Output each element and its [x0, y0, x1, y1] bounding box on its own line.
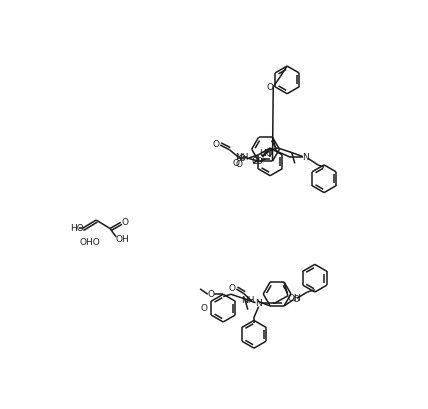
Text: OH: OH: [116, 235, 129, 244]
Text: HO: HO: [259, 149, 273, 158]
Text: OHO: OHO: [79, 238, 100, 247]
Text: O: O: [208, 290, 214, 299]
Text: HO: HO: [70, 224, 84, 233]
Text: O: O: [255, 157, 262, 166]
Text: O: O: [252, 157, 259, 166]
Text: N: N: [255, 299, 262, 308]
Text: O: O: [235, 160, 242, 169]
Text: NH: NH: [235, 153, 248, 162]
Text: N: N: [302, 153, 309, 162]
Text: O: O: [213, 140, 220, 149]
Text: O: O: [267, 83, 273, 92]
Text: O: O: [229, 284, 236, 293]
Text: O: O: [121, 218, 128, 227]
Text: O: O: [238, 154, 246, 163]
Text: NH: NH: [241, 296, 255, 305]
Text: OH: OH: [287, 294, 301, 303]
Text: O: O: [232, 159, 239, 168]
Text: O: O: [293, 294, 300, 303]
Text: O: O: [201, 303, 208, 312]
